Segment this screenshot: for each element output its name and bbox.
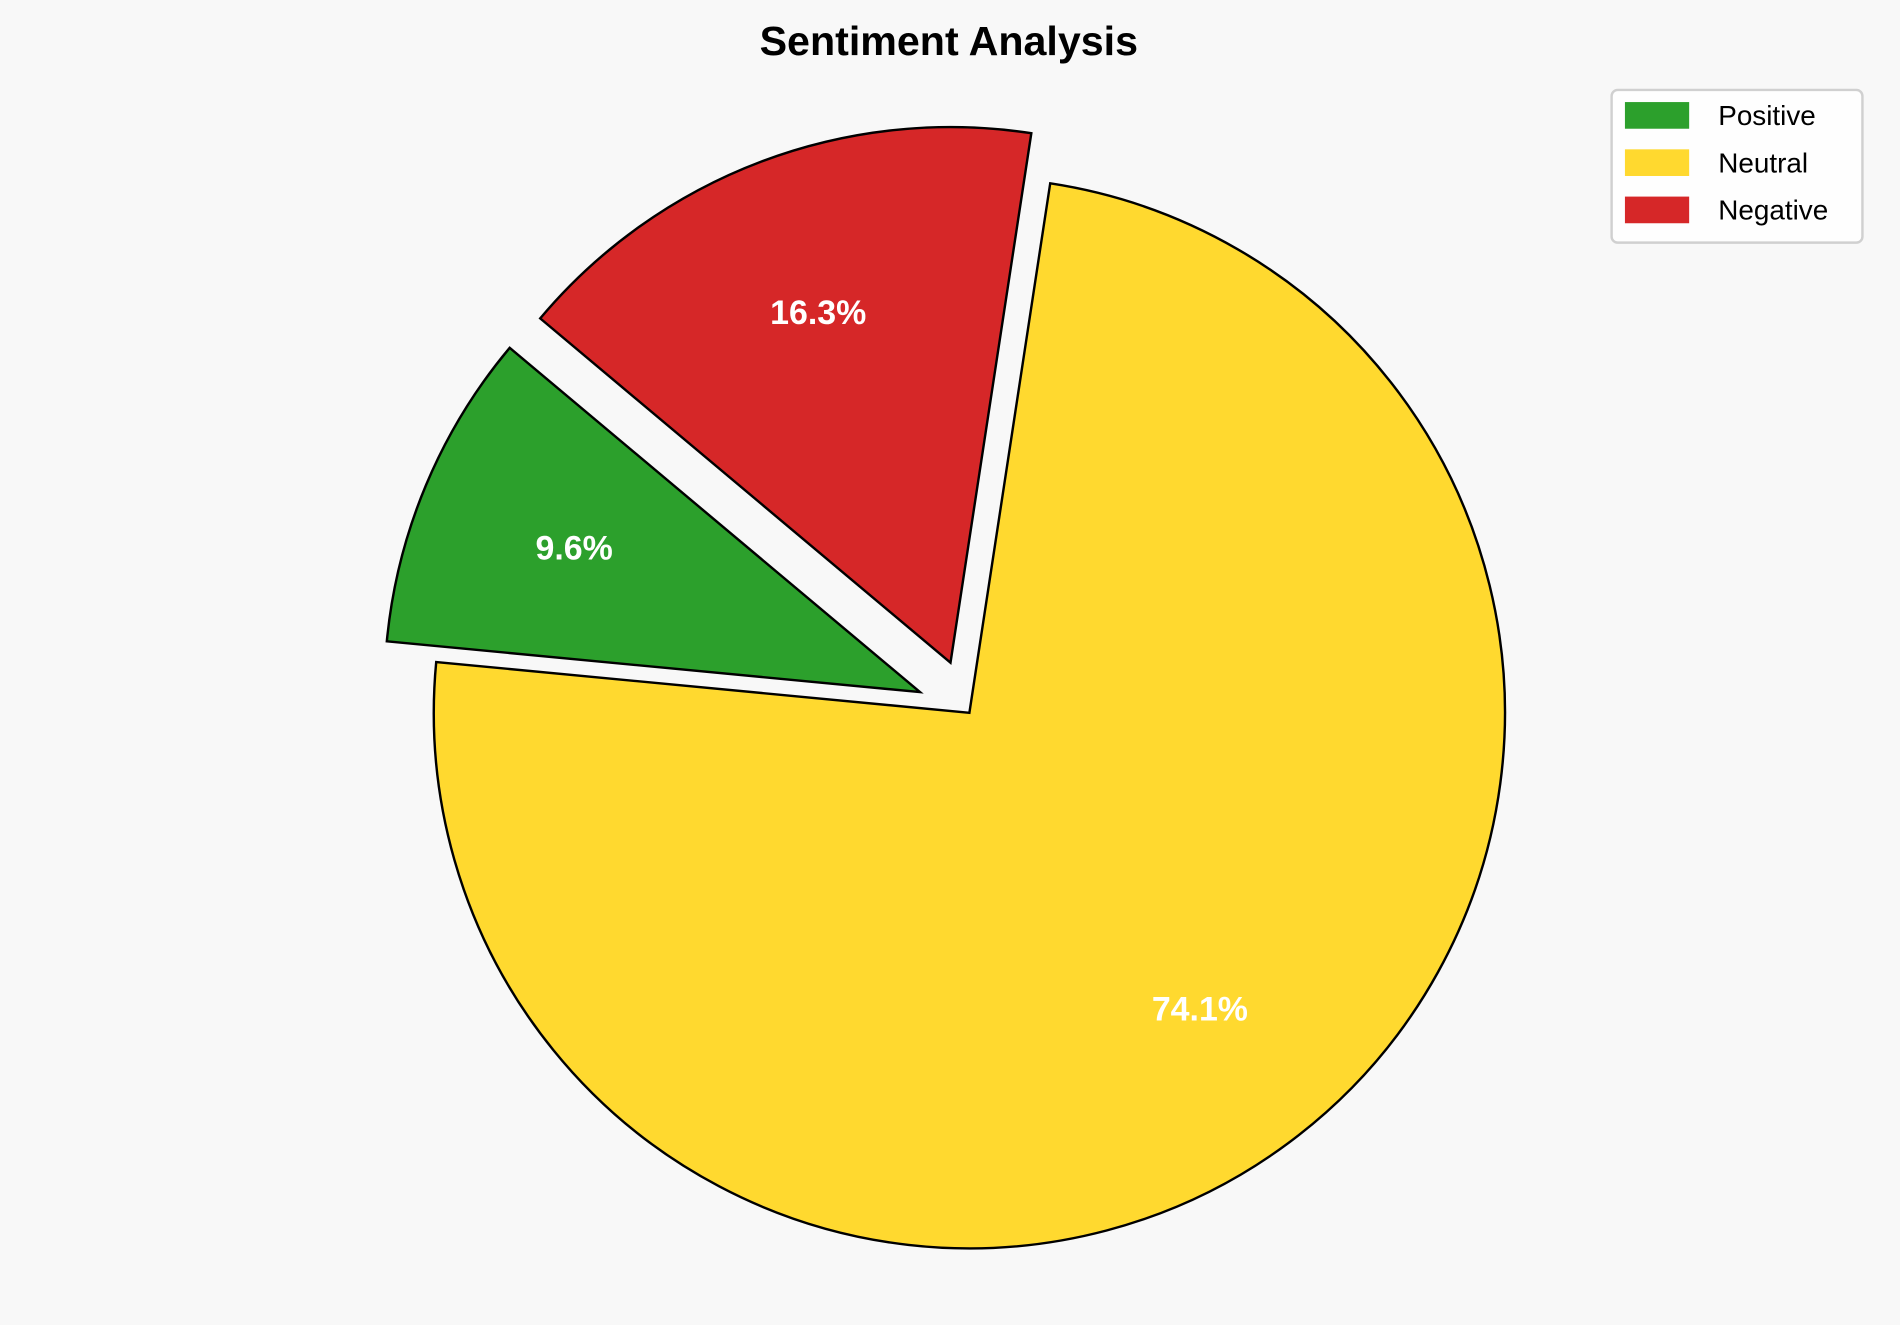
pie-label-neutral: 74.1% [1152,991,1248,1029]
pie-label-positive: 9.6% [536,529,613,567]
legend-swatch-neutral [1624,149,1690,176]
pie-wedges [385,125,1507,1250]
chart-title: Sentiment Analysis [760,18,1138,64]
pie-wedge-negative [538,125,1033,665]
legend-swatch-positive [1624,102,1690,129]
legend-swatch-negative [1624,196,1690,224]
legend: Positive Neutral Negative [1610,88,1864,244]
pie-wedge-neutral [432,181,1507,1250]
legend-label-neutral: Neutral [1718,147,1808,178]
pie-label-negative: 16.3% [770,294,866,332]
legend-label-positive: Positive [1718,100,1816,131]
pie-labels: 9.6% 74.1% 16.3% [536,294,1248,1029]
pie-wedge-positive [385,346,924,694]
legend-label-negative: Negative [1718,195,1828,226]
